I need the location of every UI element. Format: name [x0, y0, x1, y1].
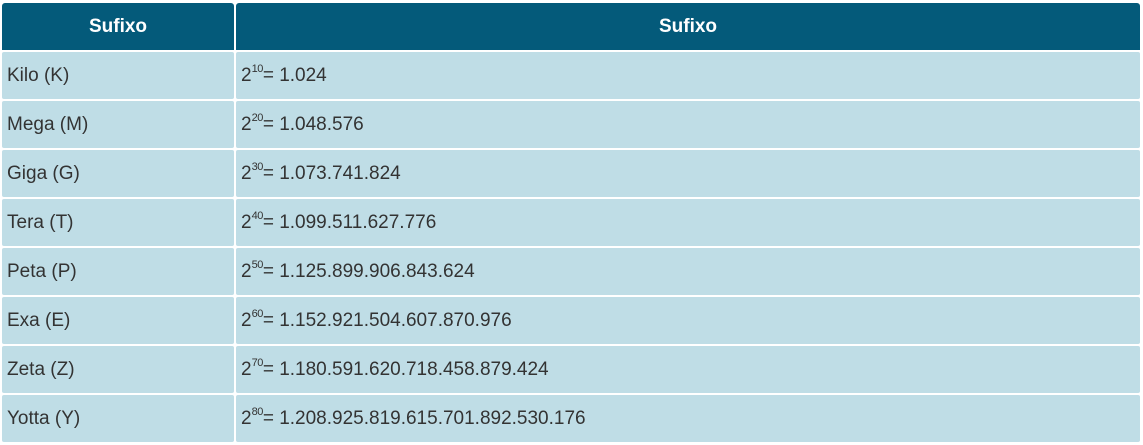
header-suffix: Sufixo [2, 3, 234, 50]
power-base: 2 [241, 407, 252, 429]
cell-prefix: Zeta (Z) [2, 346, 234, 393]
power-base: 2 [241, 113, 252, 135]
power-base: 2 [241, 309, 252, 331]
power-result: = 1.073.741.824 [262, 162, 401, 184]
power-result: = 1.125.899.906.843.624 [262, 260, 475, 282]
cell-value: 2 80 = 1.208.925.819.615.701.892.530.176 [236, 395, 1140, 442]
power-exponent: 40 [251, 209, 264, 222]
power-result: = 1.152.921.504.607.870.976 [262, 309, 512, 331]
power-result: = 1.048.576 [262, 113, 364, 135]
power-base: 2 [241, 211, 252, 233]
power-exponent: 70 [251, 356, 264, 369]
cell-prefix: Kilo (K) [2, 52, 234, 99]
prefix-table: Sufixo Sufixo Kilo (K) 2 10 = 1.024 Mega (… [2, 3, 1140, 442]
cell-value: 2 30 = 1.073.741.824 [236, 150, 1140, 197]
cell-value: 2 60 = 1.152.921.504.607.870.976 [236, 297, 1140, 344]
power-base: 2 [241, 64, 252, 86]
power-exponent: 50 [251, 258, 264, 271]
power-exponent: 30 [251, 160, 264, 173]
power-base: 2 [241, 260, 252, 282]
power-base: 2 [241, 162, 252, 184]
cell-value: 2 20 = 1.048.576 [236, 101, 1140, 148]
cell-prefix: Giga (G) [2, 150, 234, 197]
power-result: = 1.024 [262, 64, 327, 86]
cell-prefix: Peta (P) [2, 248, 234, 295]
cell-value: 2 50 = 1.125.899.906.843.624 [236, 248, 1140, 295]
cell-prefix: Yotta (Y) [2, 395, 234, 442]
header-value: Sufixo [236, 3, 1140, 50]
power-exponent: 80 [251, 405, 264, 418]
power-result: = 1.208.925.819.615.701.892.530.176 [262, 407, 586, 429]
cell-prefix: Mega (M) [2, 101, 234, 148]
cell-value: 2 40 = 1.099.511.627.776 [236, 199, 1140, 246]
power-exponent: 10 [251, 62, 264, 75]
power-exponent: 20 [251, 111, 264, 124]
cell-prefix: Exa (E) [2, 297, 234, 344]
power-base: 2 [241, 358, 252, 380]
power-exponent: 60 [251, 307, 264, 320]
power-result: = 1.180.591.620.718.458.879.424 [262, 358, 549, 380]
power-result: = 1.099.511.627.776 [262, 211, 437, 233]
cell-value: 2 70 = 1.180.591.620.718.458.879.424 [236, 346, 1140, 393]
cell-value: 2 10 = 1.024 [236, 52, 1140, 99]
cell-prefix: Tera (T) [2, 199, 234, 246]
